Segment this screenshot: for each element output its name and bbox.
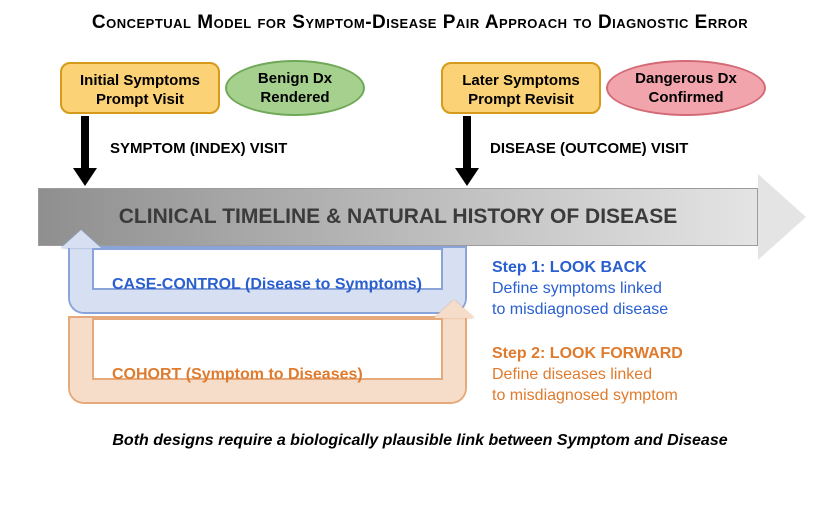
label-disease-visit: DISEASE (OUTCOME) VISIT bbox=[490, 140, 688, 157]
box-later-symptoms: Later Symptoms Prompt Revisit bbox=[441, 62, 601, 114]
arrow-shaft bbox=[81, 116, 89, 168]
box-initial-symptoms: Initial Symptoms Prompt Visit bbox=[60, 62, 220, 114]
timeline-arrowhead-icon bbox=[758, 174, 806, 260]
u-arrowhead-icon bbox=[61, 230, 101, 248]
label-cohort: COHORT (Symptom to Diseases) bbox=[112, 366, 363, 384]
arrow-shaft bbox=[463, 116, 471, 168]
step1-body1: Define symptoms linked bbox=[492, 279, 668, 300]
arrow-head-icon bbox=[455, 168, 479, 186]
u-connector-cohort bbox=[70, 318, 465, 402]
timeline-text: CLINICAL TIMELINE & NATURAL HISTORY OF D… bbox=[119, 205, 677, 229]
label-case-control: CASE-CONTROL (Disease to Symptoms) bbox=[112, 276, 422, 294]
ellipse-benign-dx: Benign Dx Rendered bbox=[225, 60, 365, 116]
diagram-title: Conceptual Model for Symptom-Disease Pai… bbox=[0, 12, 840, 34]
box-line1: Later Symptoms bbox=[462, 72, 580, 89]
box-line2: Prompt Revisit bbox=[468, 91, 574, 108]
ellipse-line1: Benign Dx bbox=[258, 70, 332, 87]
footer-note: Both designs require a biologically plau… bbox=[0, 432, 840, 450]
step1-body2: to misdiagnosed disease bbox=[492, 300, 668, 321]
step1-text: Step 1: LOOK BACK Define symptoms linked… bbox=[492, 258, 668, 320]
step2-body1: Define diseases linked bbox=[492, 365, 683, 386]
ellipse-line2: Rendered bbox=[260, 89, 329, 106]
step2-head: Step 2: LOOK FORWARD bbox=[492, 344, 683, 365]
ellipse-line1: Dangerous Dx bbox=[635, 70, 737, 87]
step1-head: Step 1: LOOK BACK bbox=[492, 258, 668, 279]
box-line1: Initial Symptoms bbox=[80, 72, 200, 89]
arrow-head-icon bbox=[73, 168, 97, 186]
step2-text: Step 2: LOOK FORWARD Define diseases lin… bbox=[492, 344, 683, 406]
ellipse-line2: Confirmed bbox=[648, 89, 723, 106]
label-symptom-visit: SYMPTOM (INDEX) VISIT bbox=[110, 140, 287, 157]
ellipse-dangerous-dx: Dangerous Dx Confirmed bbox=[606, 60, 766, 116]
timeline-body: CLINICAL TIMELINE & NATURAL HISTORY OF D… bbox=[38, 188, 758, 246]
u-arrowhead-icon bbox=[434, 300, 474, 318]
box-line2: Prompt Visit bbox=[96, 91, 184, 108]
step2-body2: to misdiagnosed symptom bbox=[492, 386, 683, 407]
